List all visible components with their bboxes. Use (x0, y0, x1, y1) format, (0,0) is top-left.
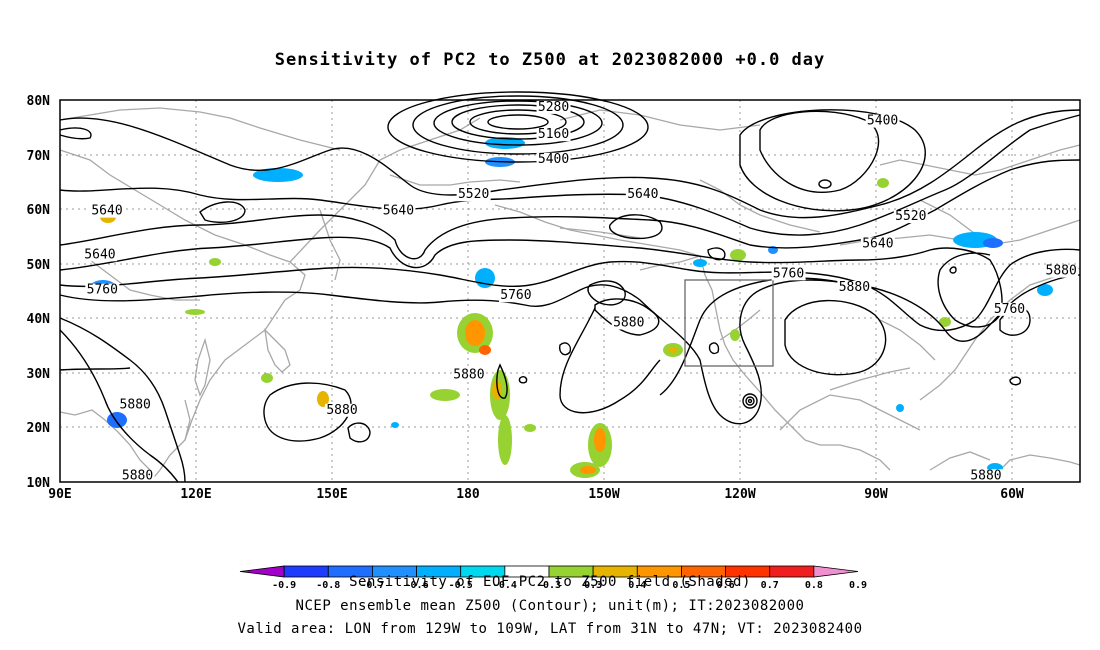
lon-label: 150E (316, 487, 347, 502)
contour-label: 5520 (895, 209, 926, 224)
colorbar-tick-label: 0.3 (584, 580, 602, 591)
contour-label-bg (865, 114, 900, 128)
colorbar-swatch (813, 565, 859, 578)
colorbar-tick-label: -0.6 (405, 580, 429, 591)
colorbar-tick-label: -0.3 (537, 580, 561, 591)
contour-label: 5760 (773, 266, 804, 281)
lat-label: 40N (27, 312, 51, 327)
contour-label: 5520 (458, 187, 489, 202)
contour-label-bg (451, 368, 486, 382)
contour-label: 5880 (120, 397, 151, 412)
contour-label-bg (893, 210, 928, 224)
footer-line-1: Sensitivity of EOF PC2 to Z500 field (Sh… (349, 574, 751, 590)
contour-label: 5400 (538, 152, 569, 167)
contour-label: 5880 (1046, 264, 1077, 279)
colorbar-tick-label: 0.4 (628, 580, 646, 591)
contour-label-bg (85, 283, 120, 297)
contour-label: 5160 (538, 127, 569, 142)
contour-label: 5760 (500, 288, 531, 303)
footer-line-3: Valid area: LON from 129W to 109W, LAT f… (237, 621, 863, 637)
contour-label-bg (611, 316, 646, 330)
contour-label: 5880 (122, 468, 153, 483)
colorbar-tick-label: -0.5 (449, 580, 473, 591)
contour-label-bg (625, 188, 660, 202)
lat-label: 50N (27, 258, 51, 273)
colorbar-tick-label: -0.9 (272, 580, 296, 591)
lon-label: 90W (864, 487, 888, 502)
lon-label: 120E (180, 487, 211, 502)
contour-label: 5880 (839, 280, 870, 295)
contour-label-bg (82, 248, 117, 262)
colorbar-tick-label: 0.7 (761, 580, 779, 591)
lon-axis: 90E 120E 150E 180 150W 120W 90W 60W (48, 487, 1024, 502)
colorbar-tick-label: -0.4 (493, 580, 517, 591)
contour-label-bg (456, 188, 491, 202)
lat-axis: 80N 70N 60N 50N 40N 30N 20N 10N (27, 94, 51, 491)
lon-label: 60W (1000, 487, 1024, 502)
lat-label: 30N (27, 367, 51, 382)
contour-label: 5880 (970, 468, 1001, 483)
contour-label: 5640 (862, 236, 893, 251)
lat-label: 10N (27, 476, 51, 491)
colorbar-tick-label: 0.6 (717, 580, 735, 591)
contour-label: 5760 (87, 283, 118, 298)
contour-label-bg (120, 469, 155, 483)
contour-label-bg (381, 204, 416, 218)
lat-label: 60N (27, 203, 51, 218)
contour-label-bg (498, 289, 533, 303)
z500-contours (59, 91, 1081, 483)
contour-label: 5880 (326, 403, 357, 418)
contour-label: 5880 (453, 367, 484, 382)
valid-area-box (684, 279, 774, 367)
map-frame (59, 99, 1081, 483)
graticule (60, 100, 1080, 482)
colorbar-tick-label: -0.7 (360, 580, 384, 591)
lat-label: 20N (27, 421, 51, 436)
lat-label: 70N (27, 149, 51, 164)
contour-label-bg (536, 128, 571, 142)
contour-label-bg (771, 267, 806, 281)
contour-label-bg (325, 403, 360, 417)
lon-label: 90E (48, 487, 71, 502)
colorbar-tick-label: 0.5 (672, 580, 690, 591)
contour-label: 5880 (613, 315, 644, 330)
contour-label: 5280 (538, 100, 569, 115)
contour-label: 5760 (994, 302, 1025, 317)
contour-label-bg (1044, 264, 1079, 278)
contour-label-bg (118, 398, 153, 412)
contour-label: 5640 (383, 204, 414, 219)
lon-label: 120W (724, 487, 755, 502)
lon-label: 150W (588, 487, 619, 502)
sensitivity-shading (91, 137, 1053, 478)
colorbar: -0.9 -0.8 -0.7 -0.6 -0.5 -0.4 -0.3 0.3 0.4 0.5 0.6… (239, 565, 867, 591)
contour-label: 5640 (84, 247, 115, 262)
contour-label: 5640 (91, 204, 122, 219)
contour-label-bg (837, 281, 872, 294)
lat-label: 80N (27, 94, 51, 109)
contour-label: 5400 (867, 114, 898, 129)
footer-line-2: NCEP ensemble mean Z500 (Contour); unit(… (295, 598, 805, 614)
colorbar-tick-label: -0.8 (316, 580, 340, 591)
colorbar-tick-label: 0.9 (849, 580, 867, 591)
contour-label: 5640 (627, 187, 658, 202)
contour-label-bg (992, 302, 1027, 316)
contour-label-bg (90, 204, 125, 218)
contour-label-bg (536, 100, 571, 114)
contour-label-bg (860, 237, 895, 251)
map-title: Sensitivity of PC2 to Z500 at 2023082000… (274, 50, 826, 70)
colorbar-tick-label: 0.8 (805, 580, 823, 591)
lon-label: 180 (456, 487, 480, 502)
contour-label-bg (968, 469, 1003, 483)
contour-label-bg (536, 152, 571, 166)
